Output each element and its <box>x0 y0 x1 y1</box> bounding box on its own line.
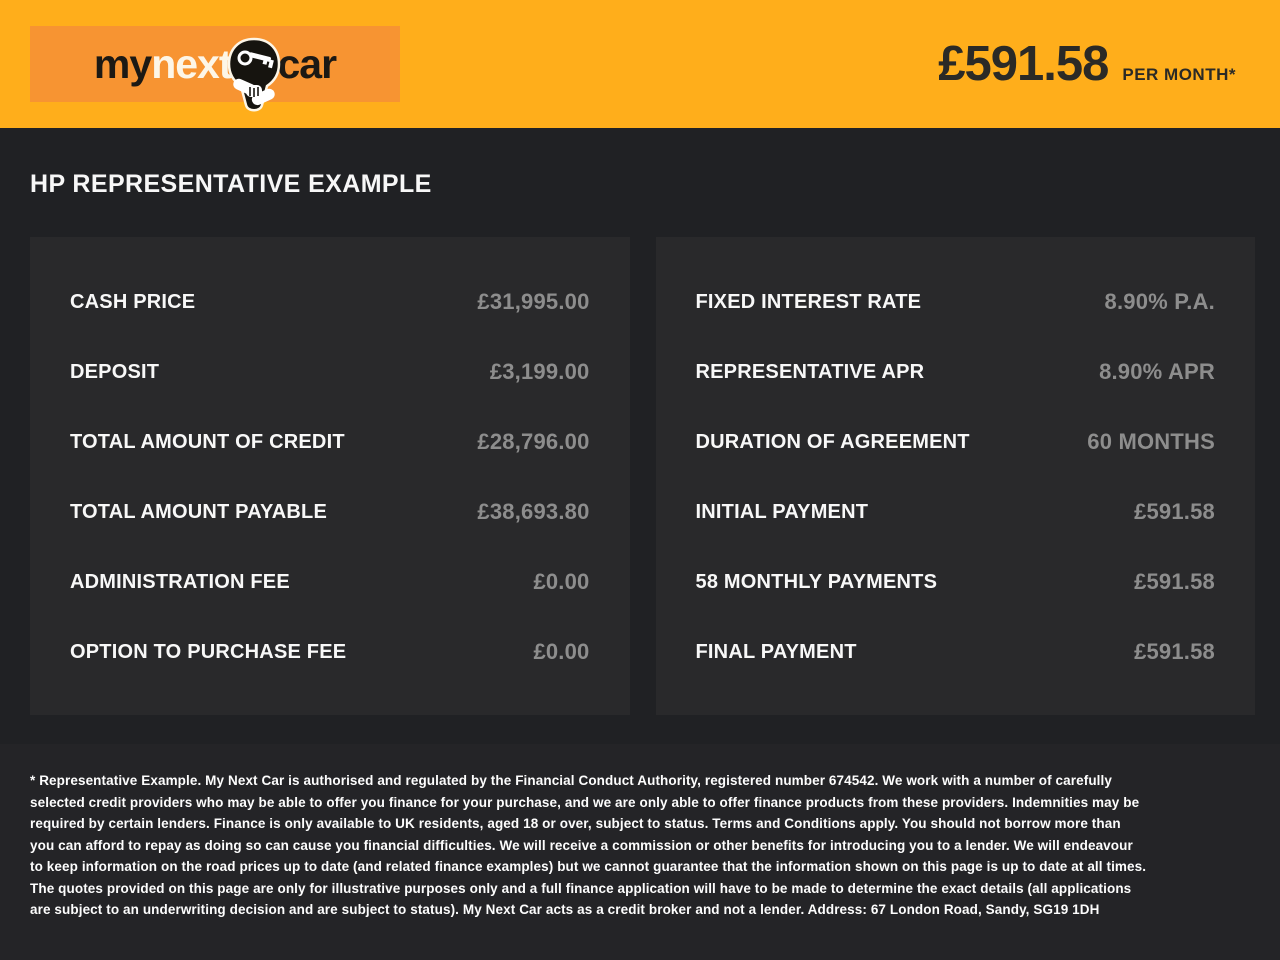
table-row: TOTAL AMOUNT PAYABLE £38,693.80 <box>70 477 590 547</box>
row-label: DURATION OF AGREEMENT <box>695 430 970 453</box>
row-value: 8.90% P.A. <box>1104 289 1215 314</box>
table-row: DEPOSIT £3,199.00 <box>70 337 590 407</box>
table-row: ADMINISTRATION FEE £0.00 <box>70 547 590 617</box>
row-label: INITIAL PAYMENT <box>695 500 869 523</box>
row-value: £28,796.00 <box>477 429 590 454</box>
row-value: £591.58 <box>1134 639 1215 664</box>
logo-text-car: car <box>277 40 338 87</box>
row-label: TOTAL AMOUNT OF CREDIT <box>70 430 345 453</box>
monthly-price-amount: £591.58 <box>938 37 1109 91</box>
row-label: 58 MONTHLY PAYMENTS <box>695 570 938 593</box>
header-bar: my next car £591.58 <box>0 0 1280 128</box>
logo-text-next: next <box>151 40 232 87</box>
finance-panel-right: FIXED INTEREST RATE 8.90% P.A. REPRESENT… <box>655 237 1255 715</box>
row-label: TOTAL AMOUNT PAYABLE <box>70 500 327 523</box>
row-label: CASH PRICE <box>70 290 196 313</box>
table-row: TOTAL AMOUNT OF CREDIT £28,796.00 <box>70 407 590 477</box>
table-row: CASH PRICE £31,995.00 <box>70 267 590 337</box>
finance-panel-left: CASH PRICE £31,995.00 DEPOSIT £3,199.00 … <box>30 237 630 715</box>
row-label: OPTION TO PURCHASE FEE <box>70 640 347 663</box>
finance-panels: CASH PRICE £31,995.00 DEPOSIT £3,199.00 … <box>30 237 1255 715</box>
row-label: ADMINISTRATION FEE <box>70 570 290 593</box>
table-row: FIXED INTEREST RATE 8.90% P.A. <box>696 267 1216 337</box>
row-label: FIXED INTEREST RATE <box>695 290 922 313</box>
row-label: REPRESENTATIVE APR <box>695 360 925 383</box>
representative-example-disclaimer: * Representative Example. My Next Car is… <box>30 773 1147 917</box>
row-label: DEPOSIT <box>70 360 160 383</box>
table-row: 58 MONTHLY PAYMENTS £591.58 <box>696 547 1216 617</box>
monthly-price-suffix: PER MONTH* <box>1122 65 1236 84</box>
row-value: 60 MONTHS <box>1087 429 1215 454</box>
monthly-price-block: £591.58 PER MONTH* <box>938 36 1236 92</box>
table-row: OPTION TO PURCHASE FEE £0.00 <box>70 617 590 687</box>
handshake-key-badge-icon <box>226 37 282 120</box>
row-value: £31,995.00 <box>477 289 590 314</box>
row-value: £38,693.80 <box>477 499 590 524</box>
row-label: FINAL PAYMENT <box>695 640 857 663</box>
logo-text-my: my <box>93 40 152 87</box>
row-value: £0.00 <box>533 569 590 594</box>
row-value: £3,199.00 <box>489 359 590 384</box>
row-value: £0.00 <box>533 639 590 664</box>
site-logo[interactable]: my next car <box>30 26 400 111</box>
page-title: HP REPRESENTATIVE EXAMPLE <box>30 170 432 198</box>
row-value: £591.58 <box>1134 569 1215 594</box>
table-row: REPRESENTATIVE APR 8.90% APR <box>696 337 1216 407</box>
footer-bar: * Representative Example. My Next Car is… <box>0 744 1280 960</box>
table-row: DURATION OF AGREEMENT 60 MONTHS <box>696 407 1216 477</box>
main-content: HP REPRESENTATIVE EXAMPLE CASH PRICE £31… <box>0 128 1280 744</box>
table-row: FINAL PAYMENT £591.58 <box>696 617 1216 687</box>
table-row: INITIAL PAYMENT £591.58 <box>696 477 1216 547</box>
row-value: 8.90% APR <box>1099 359 1215 384</box>
row-value: £591.58 <box>1134 499 1215 524</box>
